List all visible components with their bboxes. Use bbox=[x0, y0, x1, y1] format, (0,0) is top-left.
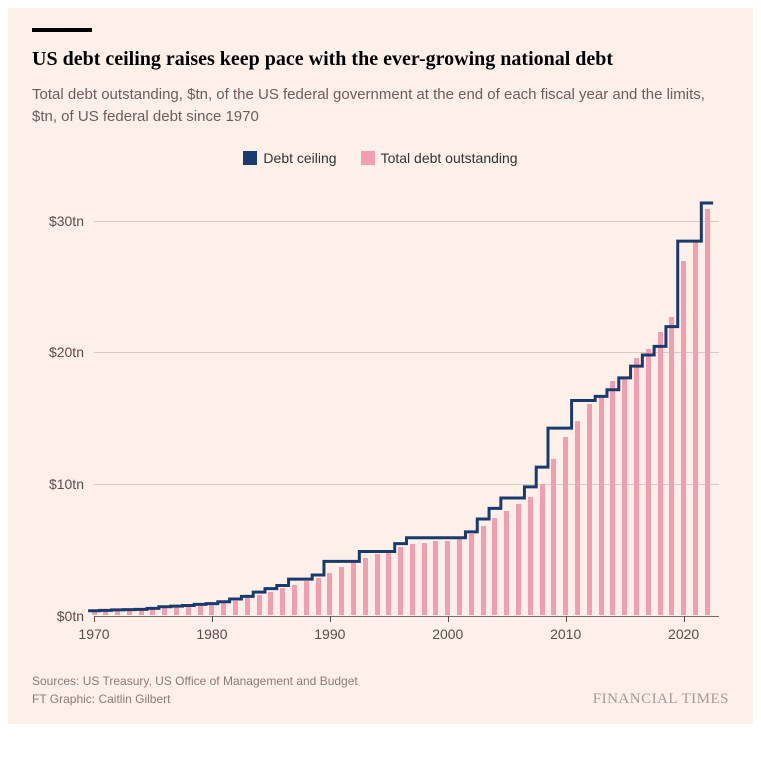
x-axis-label: 1990 bbox=[314, 626, 345, 642]
legend-label-ceiling: Debt ceiling bbox=[263, 150, 336, 166]
debt-bar bbox=[398, 547, 403, 616]
debt-bar bbox=[599, 395, 604, 615]
debt-bar bbox=[115, 610, 120, 616]
debt-bar bbox=[445, 541, 450, 616]
debt-bar bbox=[268, 592, 273, 616]
y-axis-label: $10tn bbox=[32, 476, 84, 492]
source-line-2: FT Graphic: Caitlin Gilbert bbox=[32, 690, 358, 708]
debt-bar bbox=[492, 518, 497, 615]
gridline bbox=[94, 221, 719, 222]
y-axis-label: $20tn bbox=[32, 344, 84, 360]
debt-bar bbox=[634, 358, 639, 615]
debt-bar bbox=[563, 437, 568, 615]
debt-bar bbox=[669, 317, 674, 616]
debt-bar bbox=[433, 541, 438, 615]
debt-bar bbox=[103, 610, 108, 615]
source-text: Sources: US Treasury, US Office of Manag… bbox=[32, 672, 358, 708]
brand-label: FINANCIAL TIMES bbox=[593, 691, 729, 708]
axis-baseline bbox=[94, 616, 719, 617]
debt-bar bbox=[257, 595, 262, 616]
debt-bar bbox=[504, 511, 509, 615]
debt-bar bbox=[198, 605, 203, 616]
x-axis-label: 1980 bbox=[196, 626, 227, 642]
chart-card: US debt ceiling raises keep pace with th… bbox=[8, 8, 753, 724]
debt-bar bbox=[339, 567, 344, 615]
debt-bar bbox=[693, 242, 698, 616]
debt-bar bbox=[658, 332, 663, 615]
x-axis-label: 2020 bbox=[668, 626, 699, 642]
legend-item-ceiling: Debt ceiling bbox=[243, 150, 336, 166]
debt-bar bbox=[610, 381, 615, 615]
debt-bar bbox=[575, 421, 580, 616]
debt-bar bbox=[280, 588, 285, 616]
debt-bar bbox=[245, 597, 250, 615]
debt-bar bbox=[186, 605, 191, 615]
gridline bbox=[94, 352, 719, 353]
x-tick bbox=[566, 616, 567, 622]
debt-bar bbox=[528, 497, 533, 615]
debt-bar bbox=[316, 578, 321, 616]
debt-bar bbox=[162, 607, 167, 615]
legend-swatch-ceiling bbox=[243, 151, 257, 165]
y-axis-label: $30tn bbox=[32, 213, 84, 229]
debt-bar bbox=[375, 554, 380, 616]
plot-area: $0tn $10tn $20tn $30tn 1970 1980 1990 2000 2010 2… bbox=[32, 176, 729, 646]
x-axis-label: 1970 bbox=[78, 626, 109, 642]
debt-bar bbox=[681, 261, 686, 615]
debt-bar bbox=[233, 601, 238, 616]
debt-bar bbox=[646, 349, 651, 615]
x-tick bbox=[212, 616, 213, 622]
debt-bar bbox=[127, 609, 132, 615]
debt-bar bbox=[469, 534, 474, 616]
debt-bar bbox=[327, 573, 332, 615]
debt-bar bbox=[551, 459, 556, 616]
x-tick bbox=[448, 616, 449, 622]
debt-bar bbox=[587, 404, 592, 615]
legend-label-debt: Total debt outstanding bbox=[381, 150, 518, 166]
debt-bar bbox=[209, 604, 214, 616]
debt-bar bbox=[174, 606, 179, 615]
debt-bar bbox=[481, 526, 486, 615]
x-axis-label: 2000 bbox=[432, 626, 463, 642]
debt-bar bbox=[304, 581, 309, 615]
chart-title: US debt ceiling raises keep pace with th… bbox=[32, 46, 729, 72]
chart-footer: Sources: US Treasury, US Office of Manag… bbox=[32, 672, 729, 708]
debt-bar bbox=[540, 484, 545, 616]
debt-bar bbox=[516, 504, 521, 616]
debt-bar bbox=[386, 550, 391, 615]
debt-bar bbox=[292, 585, 297, 616]
debt-bar bbox=[457, 539, 462, 615]
legend-swatch-debt bbox=[361, 151, 375, 165]
debt-bar bbox=[622, 377, 627, 616]
debt-bar bbox=[221, 602, 226, 615]
debt-bar bbox=[351, 562, 356, 615]
debt-bar bbox=[150, 609, 155, 616]
legend-item-debt: Total debt outstanding bbox=[361, 150, 518, 166]
x-axis-label: 2010 bbox=[550, 626, 581, 642]
x-tick bbox=[684, 616, 685, 622]
source-line-1: Sources: US Treasury, US Office of Manag… bbox=[32, 672, 358, 690]
x-tick bbox=[94, 616, 95, 622]
debt-bar bbox=[139, 609, 144, 615]
debt-bar bbox=[422, 543, 427, 616]
debt-bar bbox=[410, 544, 415, 615]
debt-bar bbox=[363, 558, 368, 616]
debt-bar bbox=[705, 209, 710, 616]
top-rule bbox=[32, 28, 92, 32]
x-tick bbox=[330, 616, 331, 622]
y-axis-label: $0tn bbox=[32, 608, 84, 624]
legend: Debt ceiling Total debt outstanding bbox=[32, 150, 729, 166]
chart-subtitle: Total debt outstanding, $tn, of the US f… bbox=[32, 84, 729, 128]
